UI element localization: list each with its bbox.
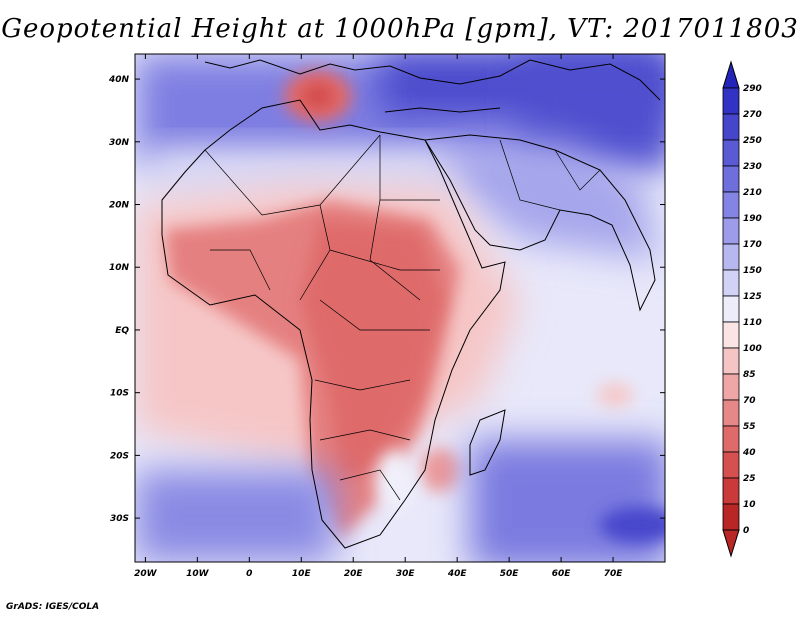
colorbar-label: 10 — [743, 500, 756, 510]
lon-label: 60E — [552, 569, 572, 579]
lon-label: 20E — [344, 569, 364, 579]
colorbar-swatch — [722, 139, 740, 167]
colorbar-arrow-bottom — [722, 529, 740, 558]
colorbar-label: 170 — [743, 240, 762, 250]
colorbar-swatch — [722, 87, 740, 115]
lon-label: 10W — [186, 569, 210, 579]
colorbar-label: 250 — [743, 136, 762, 146]
lat-label: 40N — [108, 75, 130, 85]
colorbar-label: 25 — [743, 474, 756, 484]
lat-label: 20N — [109, 201, 130, 211]
lon-label: 10E — [292, 569, 312, 579]
colorbar-label: 230 — [743, 162, 762, 172]
plot-frame — [134, 53, 666, 563]
country-borders — [204, 134, 601, 501]
lon-label: 50E — [500, 569, 520, 579]
colorbar-label: 270 — [743, 110, 762, 120]
colorbar-label: 125 — [743, 292, 762, 302]
grads-credit: GrADS: IGES/COLA — [6, 602, 100, 612]
colorbar-label: 70 — [743, 396, 756, 406]
lat-label: 10S — [110, 389, 129, 399]
colorbar-swatch — [722, 113, 740, 141]
lon-label: 20W — [134, 569, 158, 579]
colorbar-swatch — [722, 295, 740, 323]
colorbar-swatch — [722, 399, 740, 427]
colorbar-label: 55 — [743, 422, 756, 432]
geopotential-field — [135, 54, 665, 562]
lat-label: 30N — [109, 138, 130, 148]
lon-label: 0 — [246, 569, 252, 579]
coastlines — [161, 59, 661, 549]
lon-label: 40E — [447, 569, 468, 579]
colorbar-label: 190 — [743, 214, 762, 224]
colorbar-label: 100 — [743, 344, 762, 354]
colorbar-label: 0 — [743, 526, 749, 536]
lat-label: 30S — [110, 514, 129, 524]
colorbar-swatch — [722, 243, 740, 271]
colorbar-swatch — [722, 165, 740, 193]
colorbar-label: 210 — [743, 188, 762, 198]
map-title: Geopotential Height at 1000hPa [gpm], VT… — [1, 14, 799, 44]
colorbar: 2902702502302101901701501251101008570554… — [722, 60, 762, 558]
lon-label: 70E — [604, 569, 624, 579]
colorbar-arrow-top — [722, 60, 740, 89]
colorbar-label: 40 — [742, 448, 756, 458]
colorbar-swatch — [722, 217, 740, 245]
colorbar-label: 110 — [743, 318, 762, 328]
colorbar-swatch — [722, 191, 740, 219]
colorbar-label: 85 — [743, 370, 756, 380]
lat-label: EQ — [115, 326, 129, 336]
lon-label: 30E — [396, 569, 416, 579]
lat-label: 20S — [110, 451, 129, 461]
colorbar-label: 290 — [743, 84, 762, 94]
colorbar-swatch — [722, 503, 740, 531]
colorbar-swatch — [722, 373, 740, 401]
colorbar-swatch — [722, 269, 740, 297]
longitude-axis: 20W 10W 0 10E 20E 30E 40E 50E 60E 70E — [134, 54, 623, 579]
colorbar-label: 150 — [743, 266, 762, 276]
colorbar-swatch — [722, 477, 740, 505]
colorbar-swatch — [722, 451, 740, 479]
lat-label: 10N — [109, 263, 130, 273]
colorbar-swatch — [722, 321, 740, 349]
colorbar-swatch — [722, 347, 740, 375]
latitude-axis: 40N 30N 20N 10N EQ 10S 20S 30S — [108, 75, 665, 524]
colorbar-swatch — [722, 425, 740, 453]
